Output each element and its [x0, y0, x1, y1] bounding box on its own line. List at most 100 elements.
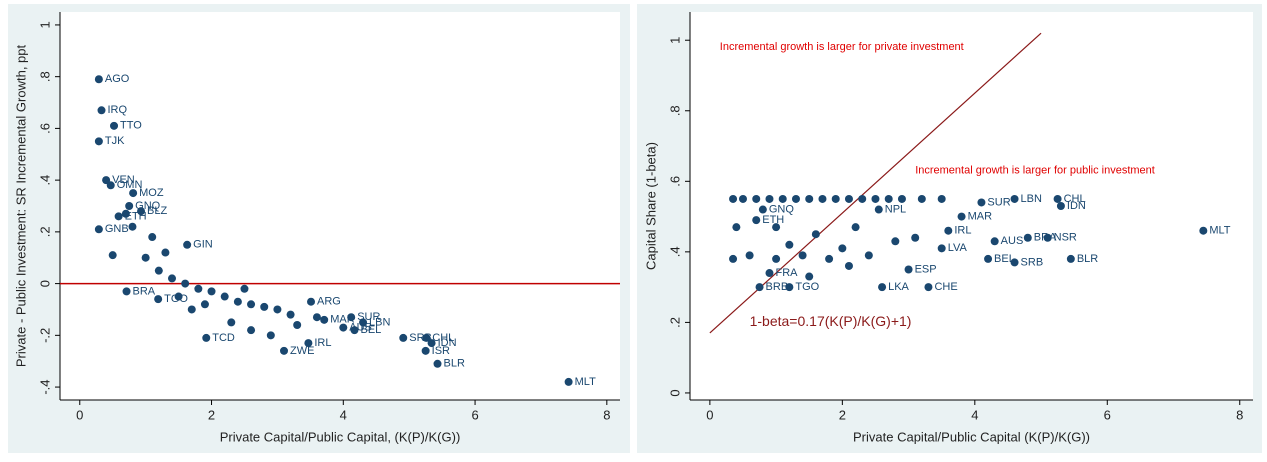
point-label: IDN — [438, 337, 457, 349]
data-point — [161, 248, 170, 257]
y-tick-label: 0 — [667, 389, 682, 396]
point-label: BRA — [133, 285, 156, 297]
point-label: LBN — [369, 316, 390, 328]
data-point — [148, 233, 157, 242]
data-point — [399, 333, 408, 342]
data-point — [957, 212, 966, 221]
data-point — [181, 279, 190, 288]
data-point — [937, 194, 946, 203]
data-point — [187, 305, 196, 314]
point-label: LVA — [948, 242, 968, 254]
data-point — [844, 194, 853, 203]
data-point — [128, 222, 137, 231]
y-tick-label: 0 — [37, 280, 52, 287]
data-point — [785, 240, 794, 249]
point-label: NPL — [885, 203, 906, 215]
data-point — [1056, 202, 1065, 210]
data-point — [94, 137, 103, 146]
data-point — [825, 254, 834, 263]
data-point — [1010, 258, 1019, 267]
data-point — [851, 223, 860, 232]
data-point — [937, 244, 946, 253]
point-label: AUS — [1001, 235, 1024, 247]
point-label: CHL — [1064, 193, 1086, 205]
point-label: IRL — [954, 225, 971, 237]
point-label: IRQ — [108, 104, 128, 116]
point-label: SRB — [409, 332, 432, 344]
point-label: CHL — [432, 332, 454, 344]
y-tick-label: .6 — [37, 123, 52, 134]
y-tick-label: .8 — [667, 105, 682, 116]
data-point — [312, 313, 321, 322]
x-tick-label: 6 — [1104, 407, 1111, 422]
data-point — [141, 253, 150, 262]
point-label: TJK — [105, 135, 125, 147]
fit-line — [709, 32, 1042, 334]
point-label: BLR — [444, 358, 465, 370]
data-point — [433, 359, 442, 368]
x-tick-label: 4 — [971, 407, 978, 422]
point-label: ETH — [125, 210, 147, 222]
data-point — [738, 194, 747, 203]
data-point — [745, 251, 754, 260]
data-point — [1199, 226, 1208, 235]
data-point — [878, 283, 887, 292]
point-label: BLR — [1077, 253, 1098, 265]
data-point — [339, 323, 348, 332]
data-point — [202, 333, 211, 342]
data-point — [984, 254, 993, 263]
data-point — [183, 240, 192, 249]
data-point — [129, 189, 138, 198]
data-point — [564, 377, 573, 386]
data-point — [1043, 233, 1052, 242]
data-point — [791, 194, 800, 203]
point-label: IRL — [314, 337, 331, 349]
y-tick-label: -.2 — [37, 328, 52, 343]
data-point — [108, 251, 117, 260]
data-point — [154, 266, 163, 275]
point-label: MAR — [968, 210, 993, 222]
point-label: BEL — [360, 324, 381, 336]
point-label: GIN — [193, 239, 213, 251]
x-tick-label: 4 — [340, 407, 347, 422]
data-point — [805, 194, 814, 203]
data-point — [798, 251, 807, 260]
data-point — [137, 207, 146, 216]
data-point — [758, 205, 767, 214]
data-point — [347, 313, 356, 322]
x-tick-label: 2 — [839, 407, 846, 422]
data-point — [97, 106, 106, 115]
data-point — [266, 331, 275, 340]
data-point — [785, 283, 794, 292]
data-point — [304, 339, 313, 348]
point-label: MLT — [1209, 225, 1230, 237]
data-point — [1010, 194, 1019, 203]
data-point — [1066, 254, 1075, 263]
data-point — [422, 333, 431, 342]
data-point — [874, 205, 883, 214]
data-point — [125, 202, 134, 210]
data-point — [944, 226, 953, 235]
data-point — [122, 287, 131, 296]
point-label: BLZ — [147, 205, 167, 217]
data-point — [247, 300, 256, 309]
point-label: ARG — [317, 296, 341, 308]
data-point — [359, 318, 368, 327]
data-point — [1053, 194, 1062, 203]
x-tick-label: 0 — [706, 407, 713, 422]
annotation: Incremental growth is larger for public … — [915, 165, 1155, 177]
point-label: IDN — [1067, 200, 1086, 212]
point-label: AGO — [105, 73, 130, 85]
data-point — [811, 230, 820, 239]
data-point — [818, 194, 827, 203]
point-label: ESP — [915, 263, 937, 275]
point-label: FRA — [775, 267, 798, 279]
data-point — [207, 287, 216, 296]
data-point — [858, 194, 867, 203]
data-point — [1023, 233, 1032, 242]
x-axis-title: Private Capital/Public Capital, (K(P)/K(… — [220, 429, 461, 444]
data-point — [778, 194, 787, 203]
data-point — [227, 318, 236, 327]
data-point — [273, 305, 282, 314]
y-tick-label: 1 — [667, 37, 682, 44]
